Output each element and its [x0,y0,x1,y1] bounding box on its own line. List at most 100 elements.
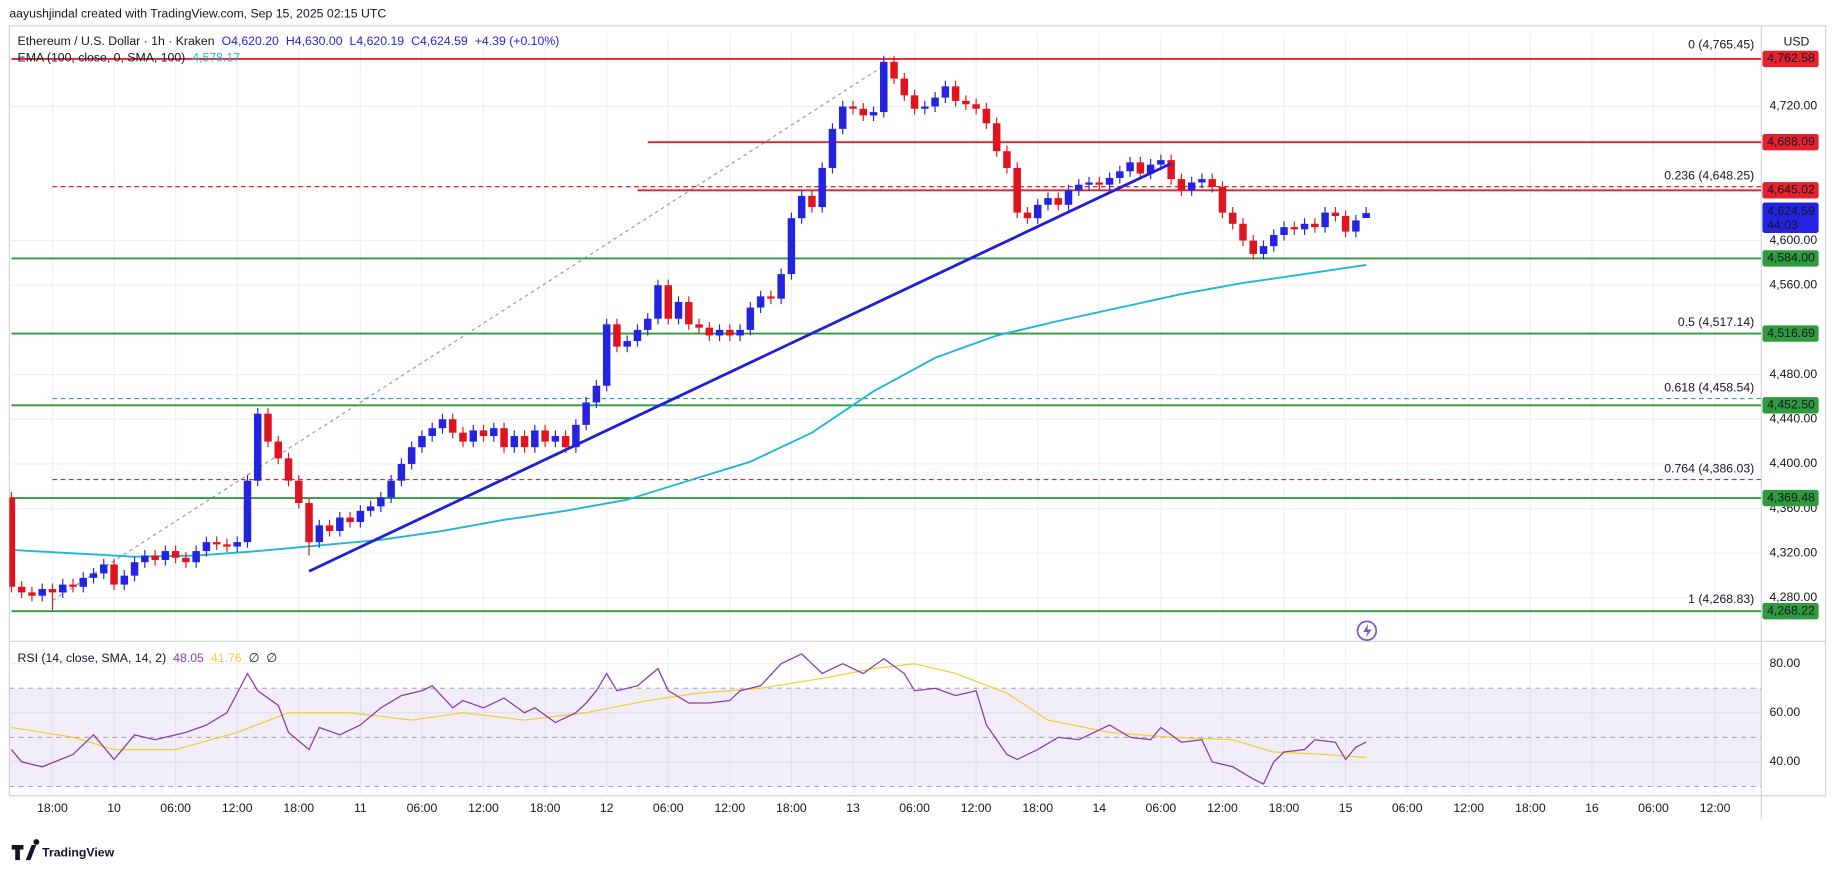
candle-body [438,419,447,429]
x-tick-label: 12:00 [961,801,992,815]
candle-body [264,413,272,442]
fib-label: 0.5 (4,517.14) [1678,315,1754,329]
x-tick-label: 18:00 [1022,801,1053,815]
candle-body [890,61,898,79]
candle-body [418,436,426,448]
last-price-label: 4,624.59 [1767,204,1815,218]
symbol-title: Ethereum / U.S. Dollar · 1h · Kraken [18,34,215,48]
x-tick-label: 12:00 [222,801,253,815]
candle-body [325,525,334,531]
candle-body [1270,234,1278,247]
candle-body [777,274,785,299]
candle-body [921,106,929,109]
candle-body [100,564,108,574]
candle-body [315,525,324,543]
candle-body [161,551,170,561]
y-tick-label: 4,560.00 [1769,277,1817,291]
ema-value: 4,578.17 [192,51,240,65]
candle-body [705,327,714,336]
candle-body [1177,179,1186,191]
level-price-box [1762,182,1819,199]
fib-label: 0 (4,765.45) [1688,37,1754,51]
candle-body [531,430,539,448]
candle-body [1157,160,1165,165]
candle-body [756,296,765,308]
fib-label: 0.618 (4,458.54) [1664,380,1754,394]
x-tick-label: 18:00 [530,801,561,815]
candle-body [346,517,354,523]
candle-body [572,424,580,448]
candle-body [849,106,857,109]
candle-body [1095,182,1104,185]
y-tick-label: 4,280.00 [1769,590,1817,604]
x-tick-label: 18:00 [1269,801,1300,815]
legend-row: Ethereum / U.S. Dollar · 1h · Kraken O4,6… [18,34,560,48]
candle-body [1218,186,1227,213]
fib-label: 0.236 (4,648.25) [1664,168,1754,182]
candle-body [715,329,724,336]
x-tick-label: 12:00 [1700,801,1731,815]
candle-body [1075,184,1083,191]
y-tick-label: 80.00 [1769,656,1800,670]
candle-body [674,301,683,319]
y-tick-label: 4,480.00 [1769,367,1817,381]
x-tick-label: 06:00 [160,801,191,815]
candle-body [541,430,549,442]
countdown-label: 44:03 [1767,218,1798,232]
candle-body [284,458,293,481]
candle-body [182,557,190,563]
candle-body [951,86,960,101]
candle-body [89,573,98,578]
candle-body [551,436,560,442]
x-tick-label: 06:00 [1392,801,1423,815]
candle-body [1259,246,1268,254]
candle-body [818,167,826,208]
candle-body [623,341,631,347]
ema-line [11,264,1367,558]
candle-body [1126,162,1134,172]
candle-body [900,78,909,96]
candle-body [613,324,621,347]
candle-body [212,542,221,545]
candle-body [130,562,139,576]
ohlc-value: +4.39 (+0.10%) [475,34,560,48]
candle-body [633,329,642,342]
candle-body [469,430,477,442]
x-tick-label: 13 [846,801,860,815]
candle-body [931,97,939,107]
y-tick-label: 4,440.00 [1769,412,1817,426]
candle-body [490,428,498,437]
candle-body [1085,182,1093,185]
candle-body [1023,212,1032,219]
level-price-box [1762,489,1819,507]
candle-body [120,575,129,585]
x-tick-label: 18:00 [776,801,807,815]
candle-body [582,402,590,425]
currency-label: USD [1784,34,1810,48]
candle-body [305,503,313,543]
y-tick-label: 40.00 [1769,754,1800,768]
candle-body [377,497,385,507]
candle-body [202,542,211,552]
candle-body [520,436,529,448]
candle-body [1116,171,1124,178]
level-price-label: 4,584.00 [1767,251,1815,265]
candle-body [1228,212,1237,224]
x-tick-label: 18:00 [283,801,314,815]
x-tick-label: 16 [1585,801,1599,815]
level-price-box [1762,133,1819,151]
candle-body [510,436,519,448]
x-tick-label: 18:00 [37,801,68,815]
x-tick-label: 12:00 [468,801,499,815]
rsi-line [10,653,1367,785]
rsi-legend-value: 48.05 [173,651,204,665]
rsi-legend-extra: ∅ [266,651,277,665]
axes: 18:00 10 06:00 12:00 18:00 11 06:00 12:00 18:00 1… [18,34,1819,815]
candle-body [9,497,16,587]
candle-body [1064,190,1073,205]
candle-body [962,100,970,105]
candle-body [1136,162,1145,174]
candle-body [397,463,406,481]
